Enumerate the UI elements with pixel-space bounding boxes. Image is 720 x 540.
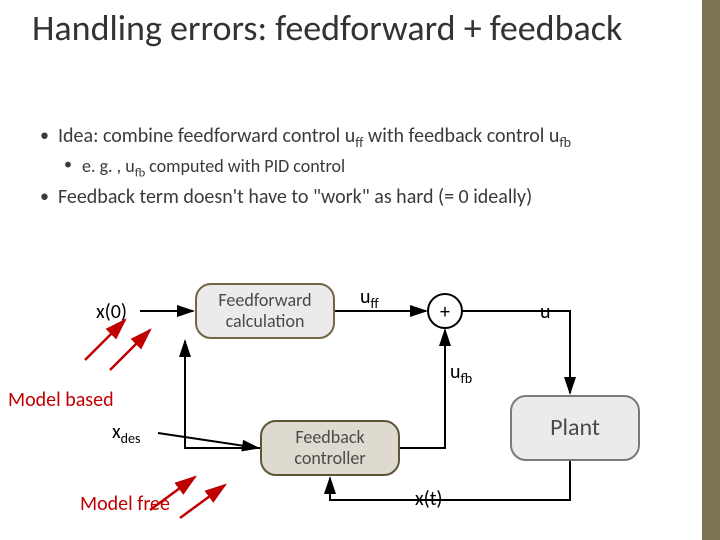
plant-box: Plant <box>510 395 640 461</box>
xdes-main: x <box>112 420 121 444</box>
slide-title: Handling errors: feedforward + feedback <box>32 8 672 48</box>
bullet-1-text-a: Idea: combine feedforward control u <box>58 124 355 148</box>
model-based-label: Model based <box>8 388 114 412</box>
bullet-3: Feedback term doesn't have to "work" as … <box>40 185 660 209</box>
bullet-2: e. g. , ufb computed with PID control <box>64 155 660 181</box>
model-free-label: Model free <box>80 492 170 516</box>
bullet-2-text-b: computed with PID control <box>145 155 345 177</box>
bullet-1-text-b: with feedback control u <box>363 124 559 148</box>
xt-label: x(t) <box>415 487 443 511</box>
ufb-label: ufb <box>450 360 472 387</box>
uff-sub: ff <box>371 295 379 312</box>
bullet-1-sub-b: fb <box>559 134 571 151</box>
sum-plus: + <box>440 300 450 324</box>
xdes-sub: des <box>121 430 141 447</box>
bullet-2-sub: fb <box>135 166 145 181</box>
uff-main: u <box>360 285 371 309</box>
xdes-label: xdes <box>112 420 140 447</box>
bullet-list: Idea: combine feedforward control uff wi… <box>40 120 660 213</box>
u-label: u <box>540 300 551 324</box>
ufb-main: u <box>450 360 461 384</box>
accent-bar <box>702 0 720 540</box>
sum-junction <box>428 294 462 328</box>
ufb-sub: fb <box>461 370 473 387</box>
bullet-2-text-a: e. g. , u <box>82 155 135 177</box>
slide-root: Handling errors: feedforward + feedback … <box>0 0 720 540</box>
bullet-1: Idea: combine feedforward control uff wi… <box>40 124 660 151</box>
feedforward-box: Feedforward calculation <box>195 283 335 339</box>
x0-label: x(0) <box>96 300 127 324</box>
uff-label: uff <box>360 285 379 312</box>
feedback-box: Feedback controller <box>260 420 400 476</box>
